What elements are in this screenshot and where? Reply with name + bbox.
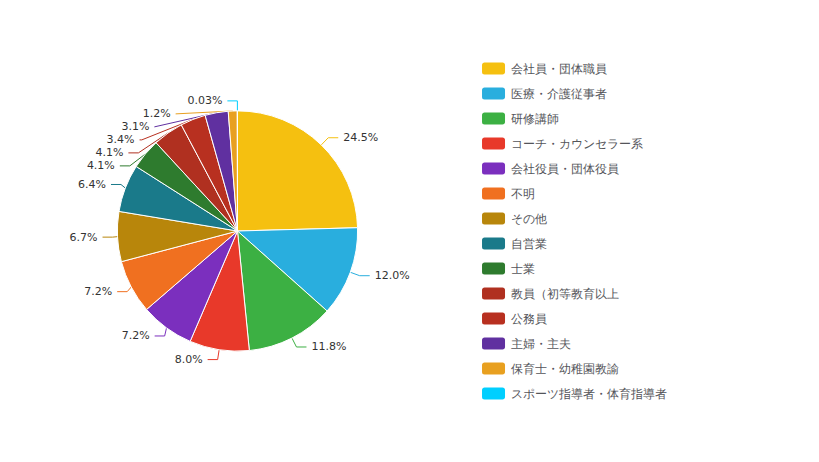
svg-text:その他: その他 <box>511 212 547 226</box>
svg-text:7.2%: 7.2% <box>122 329 150 342</box>
svg-text:8.0%: 8.0% <box>175 353 203 366</box>
svg-text:6.7%: 6.7% <box>70 231 98 244</box>
svg-text:医療・介護従事者: 医療・介護従事者 <box>511 87 607 101</box>
svg-text:主婦・主夫: 主婦・主夫 <box>511 337 571 351</box>
svg-text:0.03%: 0.03% <box>187 94 222 107</box>
svg-text:7.2%: 7.2% <box>84 285 112 298</box>
svg-text:1.2%: 1.2% <box>143 107 171 120</box>
svg-text:11.8%: 11.8% <box>311 340 346 353</box>
svg-text:公務員: 公務員 <box>511 312 547 326</box>
svg-text:3.1%: 3.1% <box>121 120 149 133</box>
svg-text:3.4%: 3.4% <box>107 133 135 146</box>
svg-text:4.1%: 4.1% <box>95 146 123 159</box>
svg-text:不明: 不明 <box>511 187 535 201</box>
svg-text:士業: 士業 <box>511 262 535 276</box>
svg-text:4.1%: 4.1% <box>87 159 115 172</box>
svg-text:24.5%: 24.5% <box>343 131 378 144</box>
svg-text:スポーツ指導者・体育指導者: スポーツ指導者・体育指導者 <box>511 387 667 401</box>
svg-text:6.4%: 6.4% <box>78 178 106 191</box>
svg-text:会社員・団体職員: 会社員・団体職員 <box>511 62 607 76</box>
svg-text:研修講師: 研修講師 <box>511 112 559 126</box>
svg-text:保育士・幼稚園教諭: 保育士・幼稚園教諭 <box>511 362 619 376</box>
svg-text:コーチ・カウンセラー系: コーチ・カウンセラー系 <box>511 137 643 151</box>
svg-text:教員（初等教育以上: 教員（初等教育以上 <box>511 287 619 301</box>
svg-text:会社役員・団体役員: 会社役員・団体役員 <box>511 162 619 176</box>
svg-text:12.0%: 12.0% <box>375 269 410 282</box>
svg-text:自営業: 自営業 <box>511 237 547 251</box>
